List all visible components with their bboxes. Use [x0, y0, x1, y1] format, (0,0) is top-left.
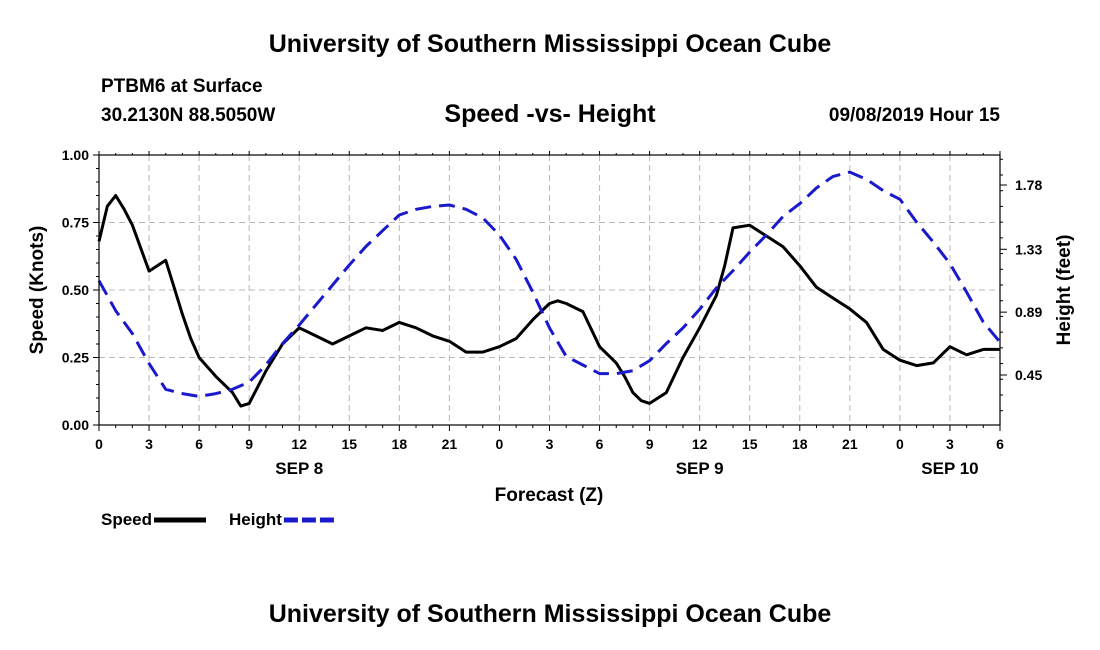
x-axis-label: Forecast (Z)	[495, 485, 604, 506]
grid-lines	[99, 155, 1000, 425]
y2-tick-label: 1.33	[1015, 241, 1042, 257]
x-tick-label: 18	[792, 436, 808, 452]
y-tick-label: 0.50	[62, 282, 89, 298]
y2-tick-label: 0.45	[1015, 367, 1042, 383]
page-title-top: University of Southern Mississippi Ocean…	[268, 30, 832, 58]
x-tick-label: 15	[742, 436, 758, 452]
x-tick-label: 0	[95, 436, 103, 452]
y2-tick-label: 1.78	[1015, 177, 1042, 193]
y2-axis-label: Height (feet)	[1054, 235, 1075, 346]
x-tick-label: 6	[996, 436, 1004, 452]
forecast-datetime: 09/08/2019 Hour 15	[828, 105, 1000, 126]
x-tick-label: 18	[392, 436, 408, 452]
series-layer	[97, 170, 1002, 408]
x-tick-label: 0	[496, 436, 504, 452]
x-tick-label: 21	[442, 436, 458, 452]
x-tick-label: 6	[195, 436, 203, 452]
y-tick-label: 1.00	[62, 147, 89, 163]
x-tick-label: 15	[341, 436, 357, 452]
x-tick-label: 12	[692, 436, 708, 452]
date-label: SEP 10	[921, 459, 978, 478]
chart-title: Speed -vs- Height	[444, 100, 656, 128]
x-tick-label: 12	[291, 436, 307, 452]
coordinates-label: 30.2130N 88.5050W	[101, 105, 276, 126]
station-label: PTBM6 at Surface	[101, 76, 263, 97]
axes: 0 3 6 9 12 15 18 21 0 3 6 9 12 15 18 21 0 3 6 SEP 8 SEP 9 SEP…	[62, 147, 1043, 478]
y-tick-label: 0.75	[62, 215, 89, 231]
page-title-bottom: University of Southern Mississippi Ocean…	[268, 600, 832, 628]
y-axis-label: Speed (Knots)	[27, 226, 48, 355]
x-tick-label: 0	[896, 436, 904, 452]
x-tick-label: 9	[646, 436, 654, 452]
legend: Speed Height	[101, 510, 336, 529]
x-tick-label: 6	[596, 436, 604, 452]
x-tick-label: 3	[145, 436, 153, 452]
y-tick-label: 0.00	[62, 417, 89, 433]
legend-label-speed: Speed	[101, 510, 152, 529]
date-label: SEP 8	[275, 459, 323, 478]
x-tick-label: 3	[546, 436, 554, 452]
y-tick-label: 0.25	[62, 350, 89, 366]
legend-label-height: Height	[229, 510, 282, 529]
x-tick-label: 3	[946, 436, 954, 452]
series-line-height	[97, 170, 1002, 398]
x-tick-label: 21	[842, 436, 858, 452]
x-tick-label: 9	[245, 436, 253, 452]
y2-tick-label: 0.89	[1015, 304, 1042, 320]
date-label: SEP 9	[676, 459, 724, 478]
